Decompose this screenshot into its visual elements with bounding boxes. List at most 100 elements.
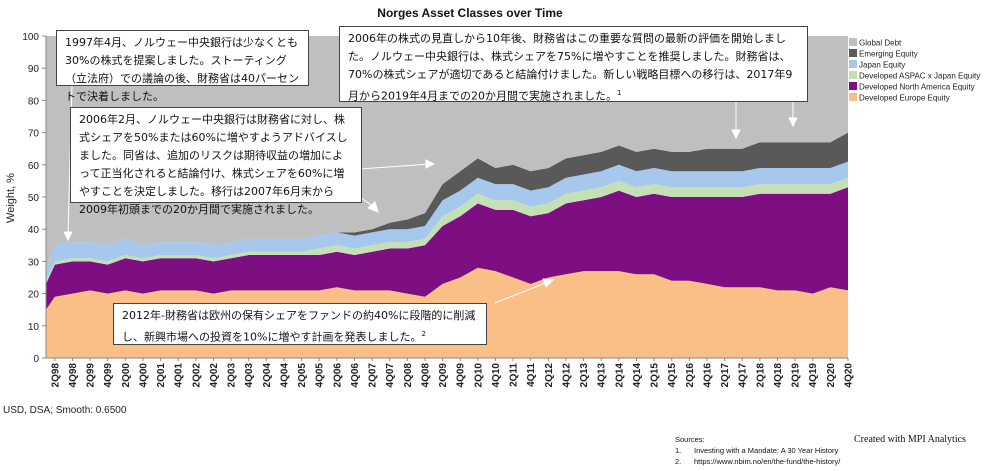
annotation-2006a: 2006年2月、ノルウェー中央銀行は財務省に対し、株式シェアを50%または60%… [70,107,362,216]
y-axis-label: Weight, % [5,173,17,223]
annotation-1997: 1997年4月、ノルウェー中央銀行は少なくとも30%の株式を提案しました。ストー… [56,30,309,103]
arrow-2006b-b-head [788,117,798,128]
x-tick-label: 4Q04 [280,363,291,388]
arrow-1997-head [63,231,73,242]
legend-swatch-developed-north-america-equity [849,82,857,90]
x-tick-label: 4Q09 [456,363,467,388]
x-tick-label: 4Q98 [68,363,79,388]
y-tick-label: 80 [28,96,40,107]
x-tick-label: 2Q00 [121,363,132,388]
x-tick-label: 2Q20 [826,363,837,388]
y-tick-label: 90 [28,64,40,75]
x-tick-label: 2Q17 [720,363,731,388]
x-tick-label: 2Q10 [473,363,484,388]
x-tick-label: 2Q08 [403,363,414,388]
chart-note: USD, DSA; Smooth: 0.6500 [3,405,127,416]
x-tick-label: 2Q98 [50,363,61,388]
x-tick-label: 4Q11 [526,363,537,387]
x-tick-label: 2Q18 [755,363,766,388]
legend-swatch-japan-equity [849,60,857,68]
annotation-2012-ref: 2 [421,330,426,338]
credit: Created with MPI Analytics [854,434,966,445]
y-axis: 0 10 20 30 40 50 60 70 80 90 100 [22,32,47,365]
legend-label-developed-europe-equity: Developed Europe Equity [859,94,950,103]
legend-swatch-developed-aspac-x-japan-equity [849,71,857,79]
x-tick-label: 4Q07 [385,363,396,388]
sources-title: Sources: [675,435,705,444]
x-tick-label: 2Q06 [332,363,343,388]
x-tick-label: 2Q01 [156,363,167,388]
area-emerging-equity [46,132,848,272]
x-tick-label: 4Q15 [667,363,678,388]
area-developed-aspac-x-japan-equity [46,177,848,284]
y-tick-label: 70 [28,129,40,140]
x-tick-label: 2Q04 [262,363,273,388]
x-tick-label: 4Q06 [350,363,361,388]
x-tick-label: 4Q17 [738,363,749,388]
source-1-num: 1. [675,446,682,455]
y-tick-label: 50 [28,193,40,204]
x-tick-label: 4Q16 [703,363,714,388]
y-tick-label: 10 [28,322,40,333]
y-tick-label: 60 [28,161,40,172]
annotation-2006b-ref: 1 [617,89,622,97]
legend-label-emerging-equity: Emerging Equity [859,50,918,59]
x-tick-label: 4Q14 [632,363,643,388]
x-tick-label: 4Q20 [844,363,855,388]
x-tick-label: 4Q19 [808,363,819,388]
annotation-2012-text: 2012年-財務省は欧州の保有シェアをファンドの約40%に段階的に削減し、新興市… [122,309,476,344]
y-tick-label: 40 [28,225,40,236]
legend-swatch-global-debt [849,38,857,46]
area-developed-north-america-equity [46,187,848,310]
source-2-num: 2. [675,457,682,466]
area-japan-equity [46,161,848,281]
x-tick-label: 2Q13 [579,363,590,388]
x-tick-label: 2Q16 [685,363,696,388]
arrow-2006b-a-head [731,129,741,140]
legend-label-developed-aspac-x-japan-equity: Developed ASPAC x Japan Equity [859,72,980,81]
x-tick-label: 4Q99 [103,363,114,388]
x-tick-label: 4Q00 [138,363,149,388]
source-2: https://www.nbim.no/en/the-fund/the-hist… [694,457,841,466]
x-tick-label: 4Q13 [597,363,608,388]
annotation-2006a-text: 2006年2月、ノルウェー中央銀行は財務省に対し、株式シェアを50%または60%… [79,113,348,216]
x-tick-label: 2Q07 [368,363,379,388]
legend: Global Debt Emerging Equity Japan Equity De… [849,38,980,103]
arrow-2006a-b-head [367,201,379,213]
x-tick-label: 4Q12 [562,363,573,388]
source-1: Investing with a Mandate: A 30 Year Hist… [694,446,839,455]
x-tick-label: 4Q18 [773,363,784,388]
x-tick-label: 4Q05 [315,363,326,388]
arrow-2012 [494,281,549,304]
annotation-2012: 2012年-財務省は欧州の保有シェアをファンドの約40%に段階的に削減し、新興市… [113,303,487,345]
legend-label-global-debt: Global Debt [859,39,902,48]
x-tick-label: 4Q10 [491,363,502,388]
x-tick-label: 4Q02 [209,363,220,388]
annotation-2006b: 2006年の株式の見直しから10年後、財務省はこの重要な質問の最新の評価を開始し… [339,26,808,103]
x-tick-label: 2Q03 [227,363,238,388]
x-tick-label: 2Q09 [438,363,449,388]
x-tick-label: 2Q99 [86,363,97,388]
x-tick-label: 2Q05 [297,363,308,388]
y-tick-label: 30 [28,257,40,268]
legend-label-developed-north-america-equity: Developed North America Equity [859,83,975,92]
legend-label-japan-equity: Japan Equity [859,61,905,70]
x-tick-label: 2Q12 [544,363,555,388]
annotation-1997-text: 1997年4月、ノルウェー中央銀行は少なくとも30%の株式を提案しました。ストー… [65,36,299,103]
y-tick-label: 100 [22,32,39,43]
y-tick-label: 20 [28,290,40,301]
legend-swatch-developed-europe-equity [849,93,857,101]
arrow-2006a [359,163,431,170]
x-axis: 2Q98 4Q98 2Q99 4Q99 2Q00 4Q00 2Q01 4Q01 2Q02 4Q02… [46,357,855,388]
arrow-2012-head [542,278,555,288]
chart-title: Norges Asset Classes over Time [377,6,563,20]
x-tick-label: 2Q11 [509,363,520,387]
legend-swatch-emerging-equity [849,49,857,57]
x-tick-label: 2Q15 [650,363,661,388]
x-tick-label: 2Q02 [191,363,202,388]
x-tick-label: 4Q08 [421,363,432,388]
arrow-2006a-head [425,159,436,169]
annotation-2006b-text: 2006年の株式の見直しから10年後、財務省はこの重要な質問の最新の評価を開始し… [348,32,793,103]
x-tick-label: 2Q19 [791,363,802,388]
x-tick-label: 4Q03 [244,363,255,388]
